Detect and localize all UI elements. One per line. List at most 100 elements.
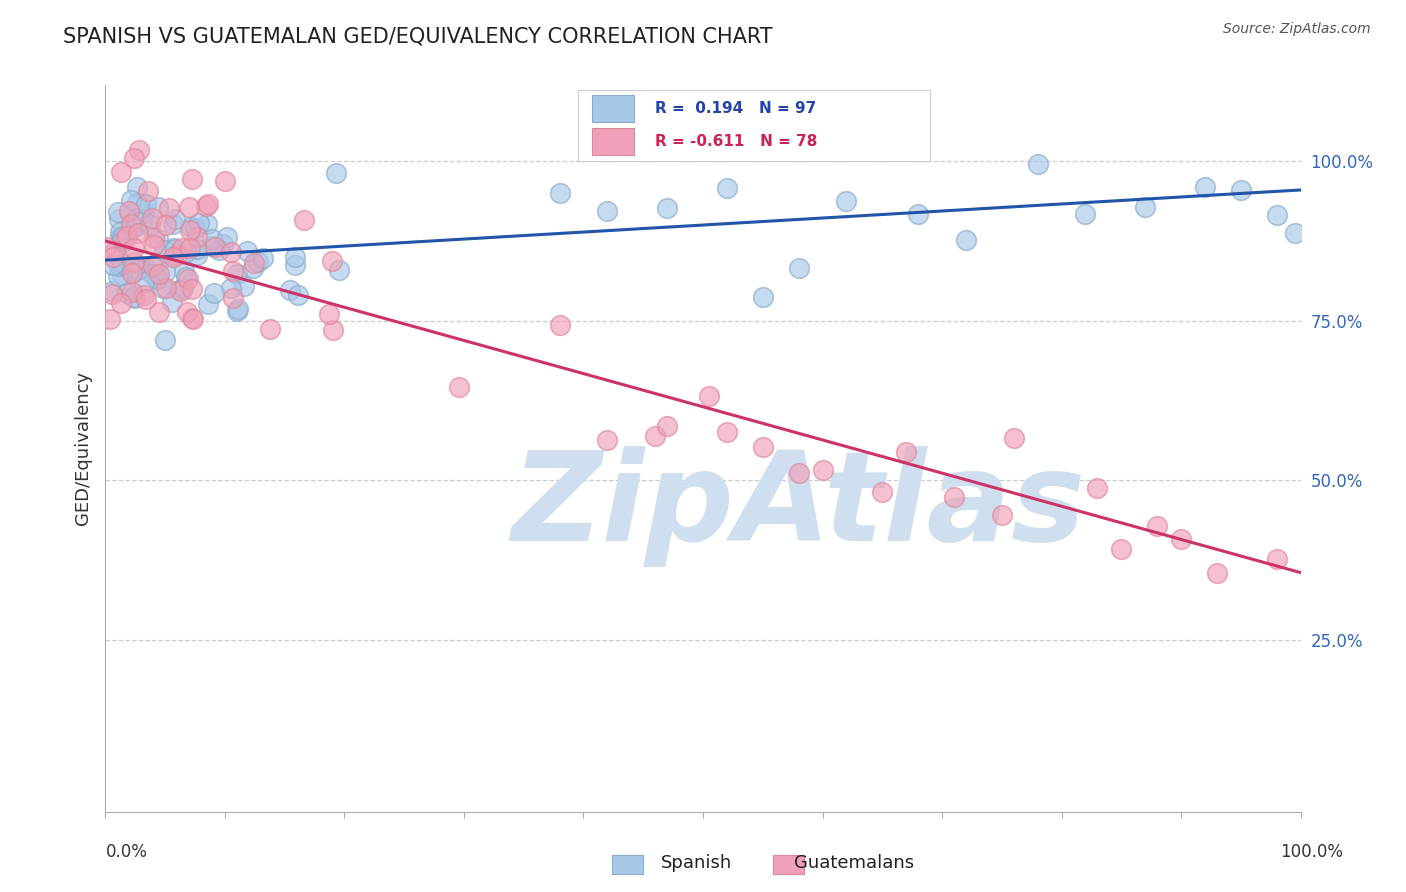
Point bbox=[132, 205, 155, 219]
Point bbox=[132, 275, 155, 289]
Point bbox=[204, 239, 226, 253]
Point bbox=[197, 196, 219, 211]
Text: Guatemalans: Guatemalans bbox=[794, 855, 914, 872]
Point bbox=[128, 262, 150, 277]
Point bbox=[201, 232, 224, 246]
Point bbox=[162, 294, 184, 309]
Point bbox=[162, 250, 184, 264]
Point bbox=[287, 287, 309, 301]
Point bbox=[146, 232, 169, 246]
Point bbox=[1194, 180, 1216, 194]
Point bbox=[127, 211, 149, 226]
Point bbox=[121, 266, 143, 280]
Point bbox=[142, 259, 165, 273]
Point bbox=[787, 260, 810, 275]
Point bbox=[165, 242, 187, 256]
Point bbox=[872, 485, 894, 500]
Point bbox=[283, 250, 305, 264]
Point bbox=[548, 186, 571, 201]
Text: Spanish: Spanish bbox=[661, 855, 733, 872]
Point bbox=[751, 440, 773, 454]
Point bbox=[120, 193, 142, 207]
Point bbox=[221, 291, 243, 305]
Point bbox=[145, 271, 167, 285]
Point bbox=[180, 219, 202, 234]
Point bbox=[163, 241, 186, 255]
Point bbox=[141, 267, 163, 281]
Y-axis label: GED/Equivalency: GED/Equivalency bbox=[73, 371, 91, 525]
Point bbox=[284, 258, 307, 272]
Point bbox=[122, 264, 145, 278]
Point bbox=[990, 508, 1012, 522]
Point bbox=[148, 200, 170, 214]
Point bbox=[100, 287, 122, 301]
Point bbox=[197, 297, 219, 311]
Point bbox=[110, 165, 132, 179]
Point bbox=[195, 217, 218, 231]
Point bbox=[716, 425, 738, 440]
Point bbox=[135, 292, 157, 306]
Point bbox=[321, 254, 343, 268]
Point bbox=[127, 263, 149, 277]
Point bbox=[644, 429, 666, 443]
Point bbox=[148, 267, 170, 281]
Point bbox=[170, 241, 193, 255]
Point bbox=[148, 305, 170, 319]
Point bbox=[115, 228, 138, 243]
Point bbox=[596, 204, 619, 219]
Point bbox=[107, 205, 129, 219]
Point bbox=[242, 260, 264, 275]
Point bbox=[201, 239, 224, 253]
Point bbox=[115, 285, 138, 300]
Point bbox=[1170, 532, 1192, 546]
Point bbox=[179, 200, 201, 214]
Point bbox=[146, 270, 169, 285]
Point bbox=[835, 194, 858, 208]
Point bbox=[166, 248, 188, 262]
Point bbox=[292, 213, 315, 227]
Point bbox=[134, 260, 156, 274]
Point bbox=[1026, 157, 1049, 171]
Point bbox=[318, 307, 340, 321]
Point bbox=[179, 223, 201, 237]
Point bbox=[108, 225, 131, 239]
Point bbox=[907, 206, 929, 220]
Point bbox=[155, 218, 177, 232]
Point bbox=[212, 237, 235, 252]
Point bbox=[325, 166, 347, 180]
Point bbox=[162, 218, 184, 232]
Point bbox=[157, 201, 180, 215]
Point bbox=[1146, 518, 1168, 533]
Point bbox=[169, 283, 191, 297]
Point bbox=[186, 242, 208, 256]
Point bbox=[143, 231, 166, 245]
Point bbox=[98, 312, 121, 326]
Point bbox=[1085, 481, 1108, 495]
Point bbox=[751, 290, 773, 304]
Point bbox=[186, 248, 208, 262]
Point bbox=[1229, 183, 1251, 197]
Point bbox=[108, 230, 131, 244]
Point bbox=[697, 389, 720, 403]
Point bbox=[176, 305, 198, 319]
Point bbox=[114, 232, 136, 246]
Point bbox=[195, 199, 218, 213]
Point bbox=[655, 418, 678, 433]
Point bbox=[208, 243, 231, 257]
Point bbox=[1074, 207, 1097, 221]
Text: 0.0%: 0.0% bbox=[105, 843, 148, 861]
Point bbox=[655, 202, 678, 216]
Point bbox=[596, 434, 619, 448]
Point bbox=[174, 245, 197, 260]
Point bbox=[127, 226, 149, 240]
Point bbox=[181, 171, 204, 186]
Point bbox=[1206, 566, 1229, 580]
Point bbox=[122, 241, 145, 255]
Point bbox=[132, 287, 155, 301]
Point bbox=[122, 255, 145, 269]
Point bbox=[103, 251, 125, 265]
Point bbox=[247, 255, 270, 269]
Point bbox=[142, 237, 165, 252]
Point bbox=[217, 230, 239, 244]
Point bbox=[153, 265, 176, 279]
